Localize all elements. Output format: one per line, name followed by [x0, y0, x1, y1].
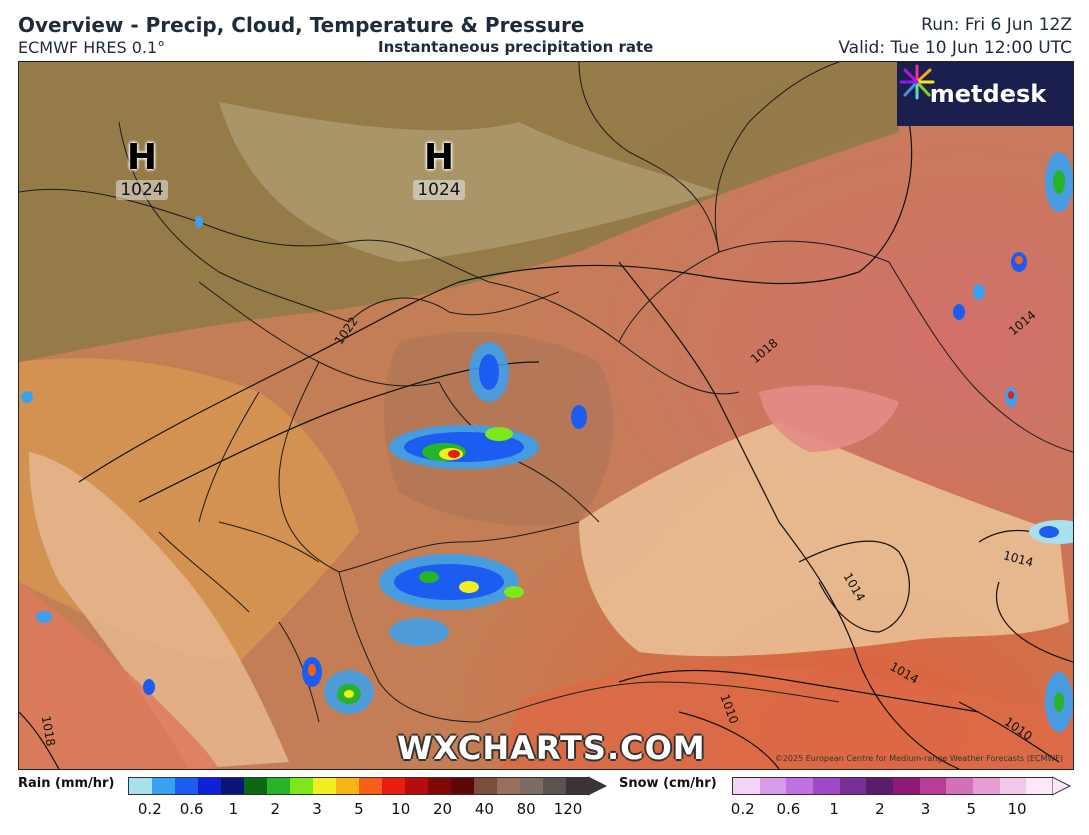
high-pressure-value: 1024	[413, 180, 465, 200]
rain-colorbar-swatch	[313, 778, 336, 794]
rain-legend-tick: 3	[312, 800, 322, 818]
rain-colorbar-swatch	[198, 778, 221, 794]
snow-colorbar-swatch	[839, 778, 867, 794]
rain-legend-tick: 120	[553, 800, 583, 818]
snow-legend-tick: 10	[1007, 800, 1027, 818]
map-background	[19, 62, 1073, 769]
snow-legend-tick: 1	[829, 800, 839, 818]
snow-colorbar-swatch	[1026, 778, 1054, 794]
rain-colorbar-swatch	[359, 778, 382, 794]
snow-colorbar	[732, 777, 1054, 795]
snow-legend-tick: 0.6	[776, 800, 801, 818]
rain-legend-tick: 0.2	[137, 800, 162, 818]
snow-legend-tick: 0.2	[730, 800, 755, 818]
run-label: Run: Fri 6 Jun 12Z	[921, 15, 1072, 35]
snow-colorbar-swatch	[973, 778, 1000, 794]
snow-colorbar-swatch	[733, 778, 760, 794]
rain-legend-tick: 2	[270, 800, 281, 818]
snow-colorbar-swatch	[893, 778, 920, 794]
high-pressure-symbol: H	[423, 137, 455, 178]
rain-colorbar-swatch	[244, 778, 267, 794]
rain-colorbar-swatch	[474, 778, 497, 794]
snow-colorbar-swatch	[759, 778, 787, 794]
rain-colorbar-swatch	[221, 778, 244, 794]
rain-colorbar-swatch	[175, 778, 198, 794]
snow-colorbar-swatch	[919, 778, 947, 794]
rain-colorbar-swatch	[520, 778, 543, 794]
watermark: WXCHARTS.COM	[397, 729, 706, 767]
weather-map: metdesk H 1024 H 1024 1022 1018 1014 101…	[18, 61, 1074, 770]
rain-legend-tick: 20	[432, 800, 453, 818]
snow-legend-tick: 3	[920, 800, 931, 818]
rain-colorbar-swatch	[497, 778, 520, 794]
snow-colorbar-swatch	[999, 778, 1027, 794]
snow-legend-title: Snow (cm/hr)	[619, 776, 717, 791]
model-label: ECMWF HRES 0.1°	[18, 38, 166, 57]
valid-label: Valid: Tue 10 Jun 12:00 UTC	[838, 38, 1072, 58]
rain-colorbar-swatch	[566, 778, 589, 794]
rain-colorbar-swatch	[543, 778, 566, 794]
rain-colorbar	[128, 777, 590, 795]
snow-legend-tick: 2	[875, 800, 885, 818]
metdesk-logo-text: metdesk	[929, 80, 1047, 108]
snow-colorbar-swatch	[813, 778, 840, 794]
rain-colorbar-swatch	[290, 778, 313, 794]
snow-colorbar-swatch	[786, 778, 814, 794]
metdesk-logo: metdesk	[897, 62, 1073, 126]
rain-legend-title: Rain (mm/hr)	[18, 776, 115, 791]
high-pressure-center: H 1024	[107, 138, 177, 200]
metdesk-flower-icon	[899, 64, 935, 100]
high-pressure-value: 1024	[116, 180, 168, 200]
copyright-notice: ©2025 European Centre for Medium-range W…	[774, 754, 1063, 763]
chart-title: Overview - Precip, Cloud, Temperature & …	[18, 13, 585, 37]
snow-colorbar-swatch	[946, 778, 974, 794]
high-pressure-center: H 1024	[404, 138, 474, 200]
rain-colorbar-swatch	[428, 778, 451, 794]
rain-legend-tick: 0.6	[179, 800, 204, 818]
rain-legend-tick: 10	[391, 800, 411, 818]
rain-legend-tick: 40	[474, 800, 494, 818]
rain-legend-tick: 1	[228, 800, 239, 818]
snow-colorbar-swatch	[866, 778, 894, 794]
rain-colorbar-arrow	[588, 776, 608, 796]
high-pressure-symbol: H	[126, 137, 158, 178]
snow-colorbar-arrow	[1052, 776, 1072, 796]
rain-colorbar-swatch	[336, 778, 359, 794]
rain-colorbar-swatch	[129, 778, 152, 794]
rain-colorbar-swatch	[382, 778, 405, 794]
rain-colorbar-swatch	[405, 778, 428, 794]
chart-subtitle: Instantaneous precipitation rate	[378, 38, 654, 56]
rain-legend-tick: 80	[516, 800, 536, 818]
rain-colorbar-swatch	[152, 778, 175, 794]
rain-legend-tick: 5	[354, 800, 364, 818]
rain-colorbar-swatch	[267, 778, 290, 794]
rain-colorbar-swatch	[451, 778, 474, 794]
snow-legend-tick: 5	[966, 800, 977, 818]
